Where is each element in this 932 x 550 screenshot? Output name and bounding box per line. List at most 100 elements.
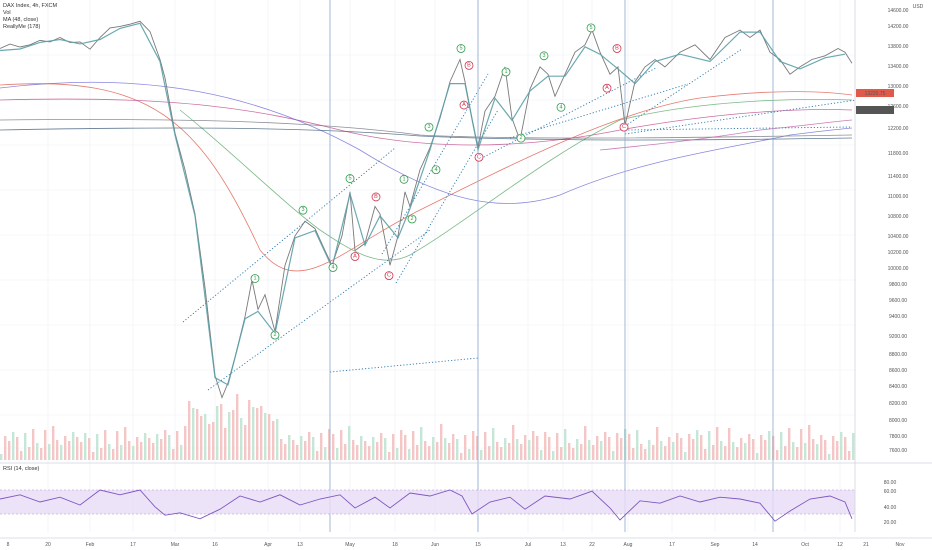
volume-bar (316, 451, 319, 460)
legend-ma[interactable]: MA (48, close) (3, 17, 39, 23)
volume-bar (168, 435, 171, 460)
volume-bar (776, 450, 779, 460)
volume-bar (364, 441, 367, 460)
volume-bar (180, 445, 183, 460)
wave-label-circle (539, 51, 549, 61)
volume-bar (132, 446, 135, 460)
price-tick: 14600.00 (888, 8, 909, 14)
time-tick: 17 (130, 542, 136, 548)
volume-bar (12, 432, 15, 460)
volume-bar (568, 443, 571, 460)
wave-label: 1 (253, 276, 256, 282)
volume-bar (576, 439, 579, 460)
time-tick: Aug (624, 542, 633, 548)
channel-line (624, 48, 743, 127)
price-tick: 12600.00 (888, 104, 909, 110)
volume-bar (556, 433, 559, 460)
volume-bar (116, 431, 119, 460)
volume-bar (148, 438, 151, 460)
price-current-tag (856, 106, 894, 114)
wave-label: 4 (331, 265, 334, 271)
volume-bar (840, 432, 843, 460)
wave-label: 2 (410, 216, 413, 222)
wave-label-circle (464, 60, 474, 70)
volume-bar (368, 446, 371, 460)
wave-label: 5 (459, 45, 462, 51)
volume-bar (676, 433, 679, 460)
volume-bar (84, 433, 87, 460)
volume-bar (112, 449, 115, 460)
price-tick: 10000.00 (888, 266, 909, 272)
time-tick: Sep (711, 542, 720, 548)
volume-bar (732, 442, 735, 460)
volume-bar (404, 435, 407, 460)
volume-bar (616, 433, 619, 460)
wave-label-circle (384, 271, 394, 280)
wave-labels: 1 2 3 4 5 A B C 1 2 3 4 5 B A C 1 2 3 4 5 B A C (250, 23, 629, 340)
wave-label: 3 (301, 207, 304, 213)
volume-bar (352, 440, 355, 460)
volume-bar (384, 438, 387, 460)
volume-bar (788, 428, 791, 460)
ma-red-curve (0, 83, 853, 272)
volume-bar (532, 431, 535, 460)
volume-bar (396, 448, 399, 460)
volume-bar (28, 447, 31, 460)
channel-line (182, 147, 396, 323)
volume-bar (516, 439, 519, 460)
volume-bar (224, 428, 227, 460)
volume-bar (588, 440, 591, 460)
volume-bar (72, 432, 75, 460)
volume-bar (48, 444, 51, 460)
legend-vol[interactable]: Vol (3, 10, 11, 16)
ma-pink-curve (599, 119, 853, 151)
volume-bar (252, 407, 255, 460)
volume-bar (684, 452, 687, 460)
price-tick: 8600.00 (889, 368, 907, 374)
volume-bar (760, 435, 763, 460)
volume-bar (656, 427, 659, 460)
time-tick: May (345, 542, 355, 548)
volume-bar (604, 432, 607, 460)
volume-bar (400, 430, 403, 460)
volume-bar (712, 445, 715, 460)
volume-bar (416, 445, 419, 460)
volume-bar (332, 434, 335, 460)
volume-bar (724, 446, 727, 460)
volume-bar (508, 443, 511, 460)
channel-line (329, 357, 479, 373)
volume-bar (500, 447, 503, 460)
volume-bar (276, 419, 279, 460)
price-tick: 11000.00 (888, 194, 909, 200)
channel-line (624, 99, 857, 135)
volume-bar (504, 438, 507, 460)
volume-bar (608, 437, 611, 460)
wave-label: B (615, 45, 619, 51)
volume-bar (160, 439, 163, 460)
ma-magenta-curve (0, 98, 853, 146)
volume-bar (828, 454, 831, 460)
price-axis[interactable]: 14600.00 14200.00 13800.00 13400.00 13000.00… (854, 0, 924, 532)
wave-label: 3 (542, 53, 545, 59)
time-tick: Nov (896, 542, 905, 548)
time-axis[interactable]: 8 20 Feb 17 Mar 16 Apr 13 May 18 Jun 15 Jul 13 22 Aug 17… (7, 542, 905, 548)
volume-bar (592, 445, 595, 460)
legend-rsi[interactable]: RSI (14, close) (3, 466, 40, 472)
volume-bar (328, 429, 331, 460)
symbol-title[interactable]: DAX Index, 4h, FXCM (3, 3, 58, 9)
volume-bar (188, 401, 191, 460)
volume-bar (64, 436, 67, 460)
wave-label-circle (328, 263, 338, 272)
volume-bar (688, 434, 691, 460)
volume-bar (540, 450, 543, 460)
volume-bar (360, 436, 363, 460)
volume-bar (264, 413, 267, 460)
volume-bar (256, 408, 259, 460)
channel-line (207, 229, 431, 391)
volume-bar (472, 431, 475, 460)
time-tick: 22 (589, 542, 595, 548)
legend-really[interactable]: ReallyMe (178) (3, 24, 41, 30)
time-tick: 21 (863, 542, 869, 548)
volume-bar (832, 436, 835, 460)
